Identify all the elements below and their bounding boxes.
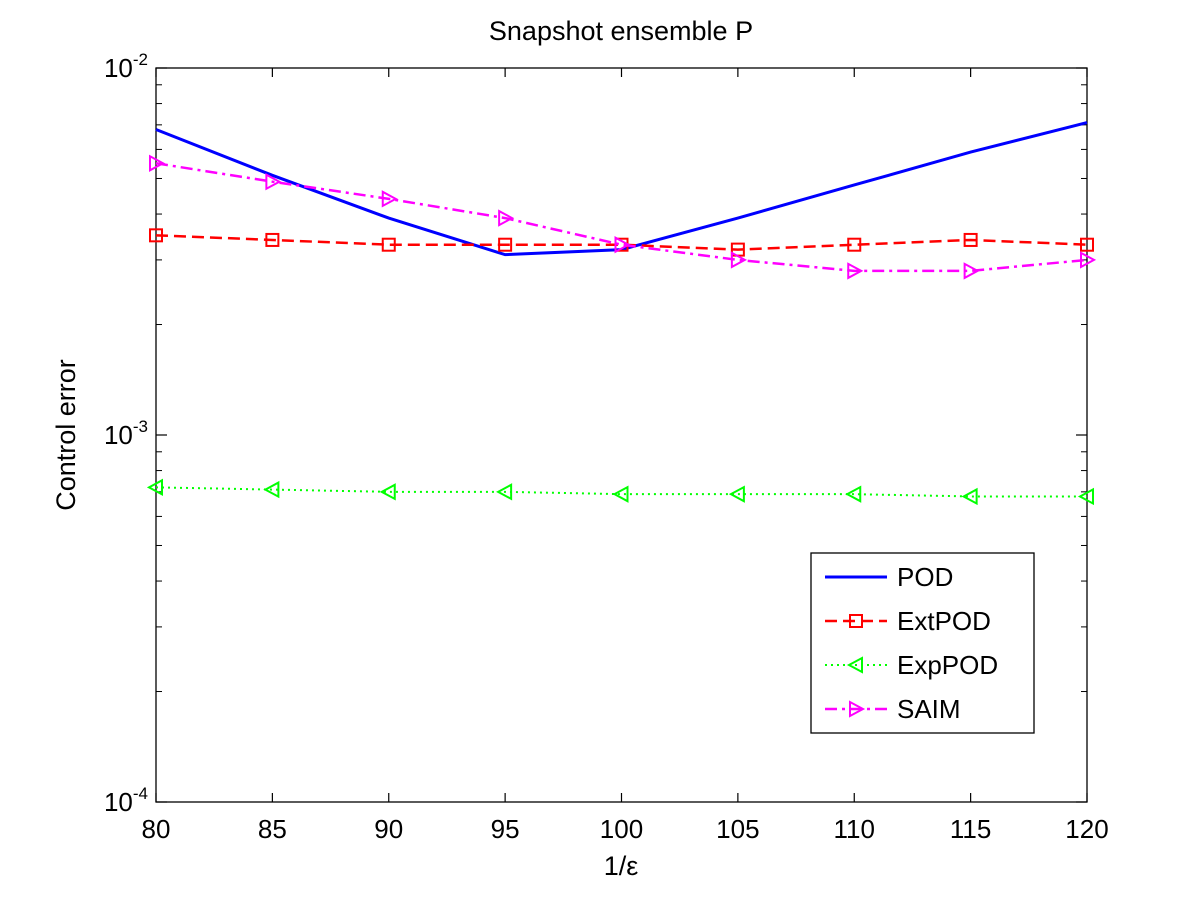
- data-point-marker: [496, 483, 513, 501]
- series-line: [155, 486, 1087, 498]
- x-tick-label: 80: [142, 814, 171, 844]
- data-point-marker: [849, 614, 863, 628]
- x-tick-label: 95: [491, 814, 520, 844]
- legend-label: ExpPOD: [897, 650, 998, 680]
- y-axis-label: Control error: [51, 359, 81, 511]
- data-point-marker: [963, 262, 980, 280]
- x-tick-label: 100: [600, 814, 643, 844]
- legend-item-exppod: ExpPOD: [825, 650, 998, 680]
- series-exppod: [146, 478, 1094, 506]
- data-point-marker: [265, 173, 282, 191]
- data-point-marker: [961, 487, 978, 506]
- series-line: [155, 162, 1088, 273]
- legend-item-extpod: ExtPOD: [825, 606, 991, 636]
- data-point-marker: [612, 485, 629, 503]
- data-point-marker: [149, 228, 163, 243]
- data-point-marker: [847, 262, 864, 280]
- y-tick-label: 10-2: [104, 50, 148, 83]
- chart-title: Snapshot ensemble P: [489, 16, 753, 46]
- legend-item-saim: SAIM: [825, 694, 961, 724]
- series-line: [155, 234, 1088, 251]
- y-tick-label: 10-4: [104, 784, 148, 817]
- data-point-marker: [498, 209, 515, 227]
- legend-label: ExtPOD: [897, 606, 991, 636]
- data-point-marker: [146, 478, 163, 497]
- x-tick-label: 85: [258, 814, 287, 844]
- y-tick-label: 10-3: [104, 417, 148, 450]
- data-point-marker: [379, 483, 396, 501]
- data-point-marker: [149, 154, 166, 172]
- data-point-marker: [846, 656, 863, 674]
- x-tick-label: 110: [834, 814, 875, 844]
- y-axis-ticks: 10-2 10-3 10-4: [104, 50, 1087, 817]
- data-point-marker: [381, 237, 396, 252]
- x-axis-ticks: 80 85 90 95 100 105 110 115 120: [142, 68, 1109, 844]
- data-point-marker: [730, 251, 747, 269]
- data-point-marker: [847, 237, 862, 252]
- data-point-marker: [728, 485, 745, 503]
- data-point-marker: [849, 700, 866, 718]
- x-tick-label: 115: [950, 814, 991, 844]
- legend-label: POD: [897, 562, 953, 592]
- data-point-marker: [1077, 487, 1094, 506]
- series-layer: [146, 121, 1097, 506]
- data-point-marker: [381, 190, 398, 208]
- legend-item-pod: POD: [825, 562, 953, 592]
- x-tick-label: 120: [1065, 814, 1108, 844]
- x-axis-label: 1/ε: [604, 851, 639, 881]
- data-point-marker: [263, 480, 280, 499]
- legend: POD ExtPOD ExpPOD SAIM: [810, 552, 1035, 734]
- data-point-marker: [963, 232, 978, 247]
- data-point-marker: [265, 232, 280, 247]
- legend-box: [810, 552, 1035, 734]
- data-point-marker: [498, 237, 513, 252]
- series-saim: [149, 154, 1097, 280]
- x-tick-label: 105: [716, 814, 759, 844]
- data-point-marker: [845, 485, 862, 503]
- data-point-marker: [1080, 251, 1097, 269]
- data-point-marker: [1080, 237, 1094, 252]
- legend-label: SAIM: [897, 694, 961, 724]
- x-tick-label: 90: [374, 814, 403, 844]
- data-point-marker: [614, 236, 631, 254]
